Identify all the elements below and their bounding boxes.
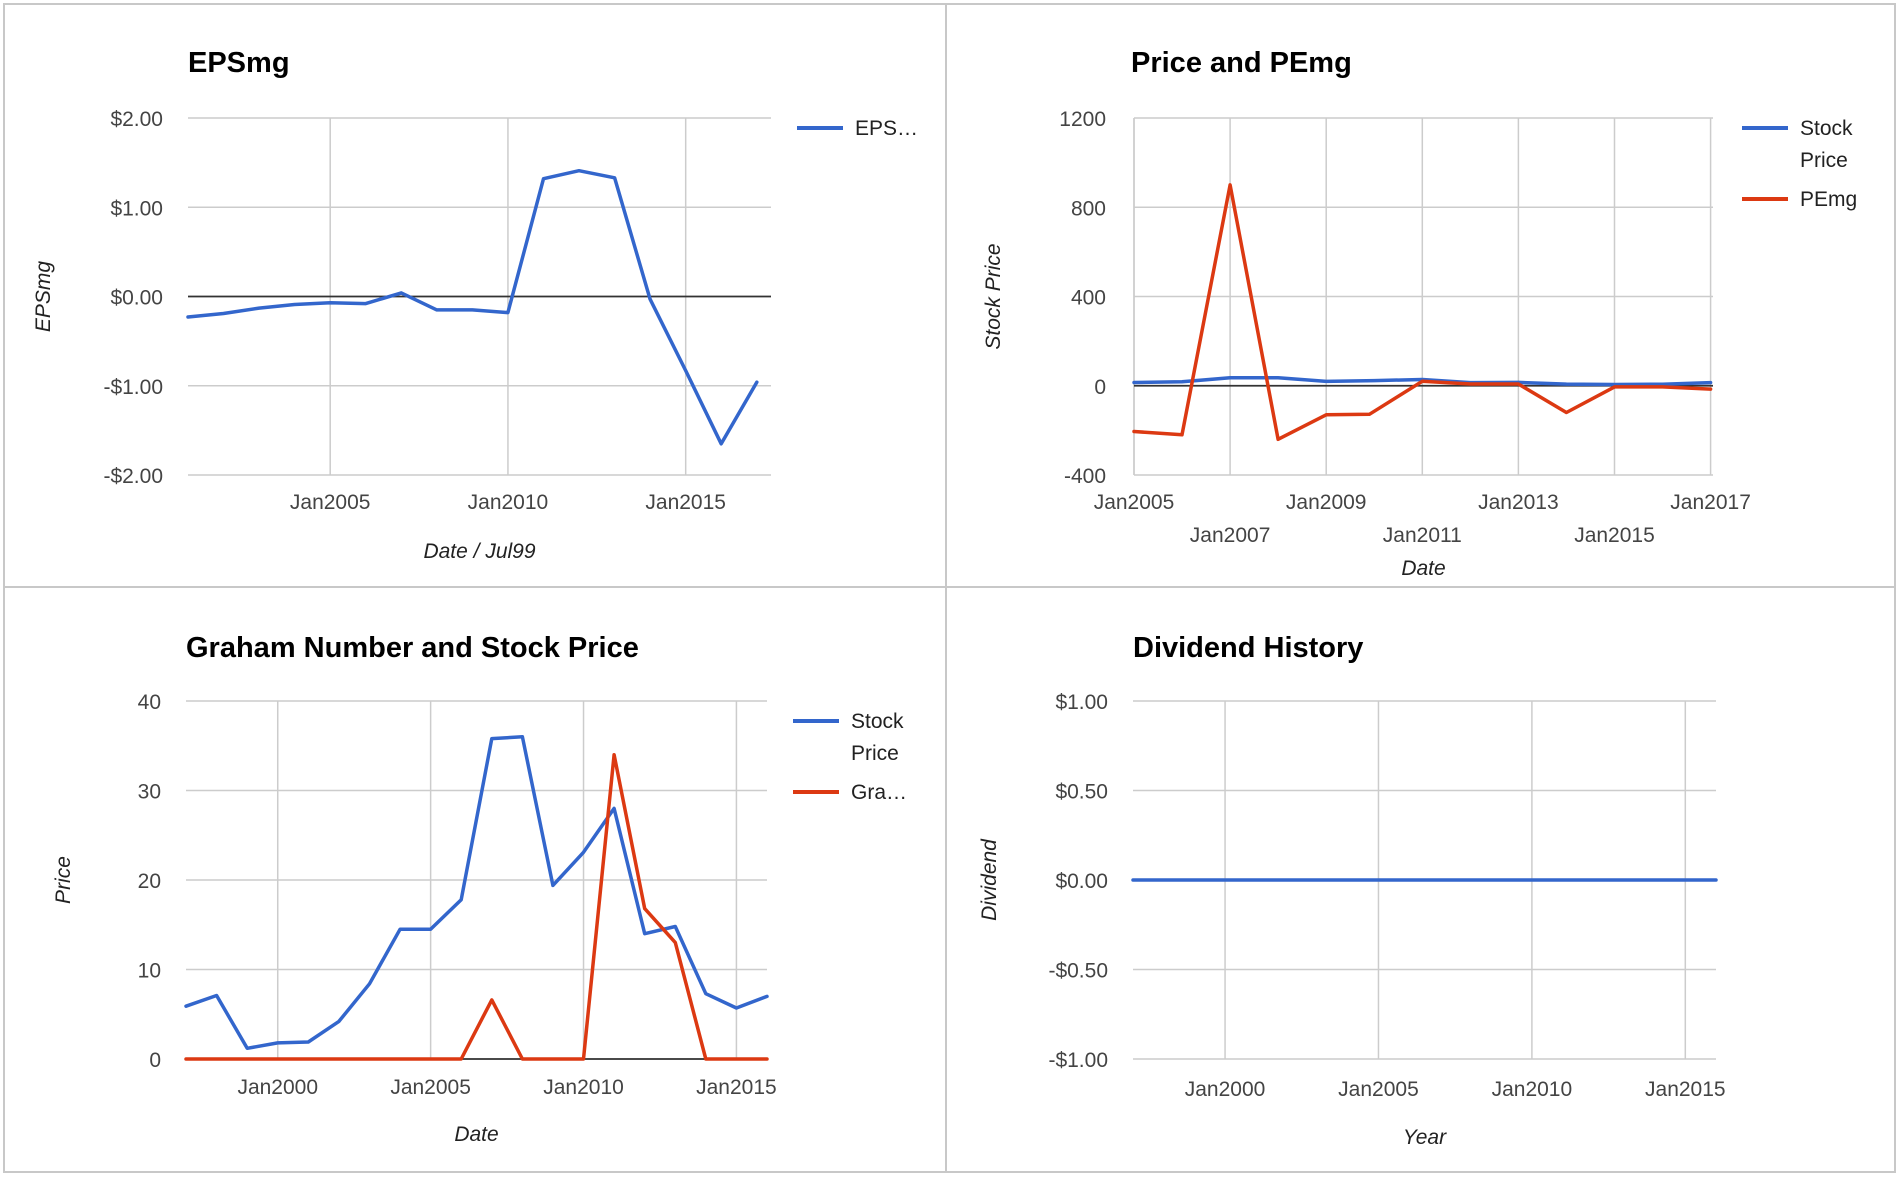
legend-item: PEmg [1742, 188, 1857, 211]
y-axis-label: EPSmg [32, 261, 55, 333]
x-tick-label: Jan2005 [1094, 491, 1175, 514]
legend-item: Stock Price [793, 710, 904, 765]
y-tick-label: -$1.00 [1048, 1049, 1108, 1072]
series-line-2 [184, 752, 769, 1061]
x-tick-label: Jan2010 [543, 1076, 624, 1099]
series-line-1 [184, 735, 769, 1051]
y-tick-label: 800 [1071, 197, 1106, 220]
x-tick-label: Jan2015 [1645, 1078, 1726, 1101]
y-tick-label: 1200 [1059, 108, 1106, 131]
y-tick-label: 0 [1094, 376, 1106, 399]
y-tick-label: $0.50 [1055, 781, 1108, 804]
y-axis-label: Price [52, 856, 75, 904]
x-tick-label: Jan2000 [1185, 1078, 1266, 1101]
legend-label: Stock Price [851, 710, 904, 765]
y-tick-label: 40 [138, 691, 161, 714]
chart-4: Dividend History $1.00 $0.50 $0.00 -$0.50 -$1… [978, 632, 1726, 1149]
y-tick-label: -$2.00 [103, 465, 163, 488]
panel-frame-2 [945, 3, 1896, 588]
chart-title: Dividend History [1133, 632, 1363, 664]
legend-item: EPS… [797, 117, 918, 140]
legend-item: Stock Price [1742, 117, 1853, 172]
x-tick-label: Jan2013 [1478, 491, 1559, 514]
y-tick-label: $0.00 [1055, 870, 1108, 893]
y-tick-label: 30 [138, 781, 161, 804]
series-line-1 [1132, 375, 1713, 387]
legend-label: PEmg [1800, 188, 1857, 211]
chart-1: EPSmg $2.00 $1.00 $0.00 -$1.00 -$2.00 Jan2005 J… [32, 47, 918, 563]
x-tick-label: Jan2005 [290, 491, 371, 514]
x-axis-label: Date [454, 1123, 498, 1146]
y-tick-label: 10 [138, 960, 161, 983]
y-tick-label: $1.00 [1055, 691, 1108, 714]
chart-title: Price and PEmg [1131, 47, 1352, 79]
y-tick-label: 0 [149, 1049, 161, 1072]
chart-title: Graham Number and Stock Price [186, 632, 639, 664]
x-tick-label: Jan2015 [645, 491, 726, 514]
x-tick-label: Jan2015 [1574, 524, 1655, 547]
y-tick-label: 400 [1071, 287, 1106, 310]
legend-label: Stock Price [1800, 117, 1853, 172]
x-tick-label: Jan2010 [1492, 1078, 1573, 1101]
x-tick-label: Jan2009 [1286, 491, 1367, 514]
x-tick-label: Jan2010 [468, 491, 549, 514]
chart-3: Graham Number and Stock Price 40 30 20 10 0 Ja… [52, 632, 907, 1146]
x-axis-label: Date [1401, 557, 1445, 580]
y-tick-label: -$0.50 [1048, 960, 1108, 983]
y-tick-label: -$1.00 [103, 376, 163, 399]
chart-title: EPSmg [188, 47, 290, 79]
series-line-2 [1132, 183, 1713, 442]
legend-item: Gra… [793, 781, 907, 804]
legend-label: Gra… [851, 781, 907, 804]
y-tick-label: $1.00 [110, 197, 163, 220]
x-tick-label: Jan2005 [1338, 1078, 1419, 1101]
chart-2: Price and PEmg 1200 800 400 0 -400 Jan2005 Jan2… [982, 47, 1857, 580]
y-tick-label: $0.00 [110, 287, 163, 310]
x-tick-label: Jan2007 [1190, 524, 1271, 547]
y-tick-label: $2.00 [110, 108, 163, 131]
x-tick-label: Jan2000 [237, 1076, 318, 1099]
x-tick-label: Jan2005 [390, 1076, 471, 1099]
y-axis-label: Dividend [978, 838, 1001, 921]
y-tick-label: -400 [1064, 465, 1106, 488]
x-axis-label: Date / Jul99 [423, 540, 535, 563]
x-tick-label: Jan2017 [1670, 491, 1751, 514]
y-axis-label: Stock Price [982, 243, 1005, 349]
panel-frame-1 [3, 3, 947, 588]
x-tick-label: Jan2011 [1383, 524, 1462, 547]
legend-label: EPS… [855, 117, 918, 140]
y-tick-label: 20 [138, 870, 161, 893]
series-line-1 [186, 168, 759, 446]
x-tick-label: Jan2015 [696, 1076, 777, 1099]
x-axis-label: Year [1403, 1126, 1447, 1149]
